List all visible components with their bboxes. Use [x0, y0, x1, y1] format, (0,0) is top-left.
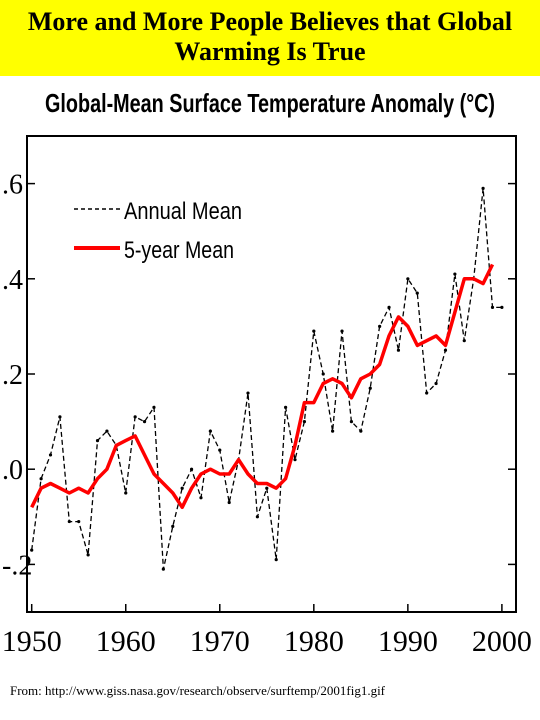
- x-tick-label: 1970: [190, 625, 250, 658]
- source-citation: From: http://www.giss.nasa.gov/research/…: [10, 683, 386, 698]
- y-tick-label: .2: [2, 360, 23, 391]
- x-tick-label: 2000: [472, 625, 532, 658]
- annual-mean-point: [133, 415, 137, 419]
- annual-mean-point: [443, 348, 448, 352]
- annual-mean-point: [255, 515, 259, 519]
- annual-mean-point: [387, 305, 391, 309]
- annual-mean-point: [189, 467, 194, 471]
- annual-mean-point: [284, 405, 288, 409]
- annual-mean-point: [171, 524, 175, 528]
- annual-mean-point: [406, 277, 410, 281]
- plot-frame: [26, 135, 517, 613]
- annual-mean-point: [161, 567, 165, 571]
- annual-mean-point: [180, 486, 184, 490]
- x-tick-label: 1990: [378, 625, 438, 658]
- x-tick-label: 1980: [284, 625, 344, 658]
- x-tick-label: 1960: [96, 625, 156, 658]
- annual-mean-point: [199, 496, 203, 500]
- annual-mean-point: [124, 491, 128, 495]
- annual-mean-point: [312, 329, 316, 333]
- annual-mean-point: [331, 429, 335, 433]
- annual-mean-point: [396, 348, 401, 352]
- series-line-annual-mean: [31, 188, 502, 570]
- y-tick-label: .6: [2, 170, 23, 201]
- slide-title-line2: Warming Is True: [174, 37, 366, 66]
- annual-mean-point: [340, 329, 344, 333]
- annual-mean-point: [77, 519, 81, 524]
- annual-mean-point: [208, 429, 212, 433]
- chart-title: Global-Mean Surface Temperature Anomaly …: [45, 88, 495, 118]
- annual-mean-point: [39, 477, 43, 481]
- annual-mean-point: [359, 429, 363, 433]
- annual-mean-point: [349, 420, 354, 424]
- annual-mean-point: [481, 186, 485, 190]
- annual-mean-point: [293, 458, 297, 462]
- y-tick-label: .4: [2, 265, 23, 296]
- annual-mean-point: [321, 372, 325, 376]
- annual-mean-point: [246, 391, 250, 395]
- annual-mean-point: [500, 305, 504, 309]
- annual-mean-point: [434, 381, 438, 386]
- annual-mean-point: [368, 386, 372, 390]
- slide-title-banner: More and More People Believes that Globa…: [0, 0, 540, 76]
- annual-mean-point: [378, 324, 382, 328]
- annual-mean-point: [302, 420, 307, 424]
- annual-mean-point: [67, 519, 71, 524]
- annual-mean-point: [227, 500, 231, 505]
- y-tick-label: -.2: [2, 550, 32, 581]
- annual-mean-point: [265, 486, 269, 490]
- annual-mean-point: [105, 429, 109, 433]
- annual-mean-point: [453, 272, 457, 276]
- legend-5-year-mean-label: 5-year Mean: [124, 237, 234, 264]
- annual-mean-point: [142, 420, 147, 424]
- annual-mean-point: [86, 553, 90, 557]
- annual-mean-point: [95, 439, 100, 443]
- annual-mean-point: [425, 391, 429, 395]
- annual-mean-point: [58, 415, 62, 419]
- y-tick-label: .0: [2, 455, 23, 486]
- annual-mean-point: [274, 558, 278, 562]
- slide-title-line1: More and More People Believes that Globa…: [27, 7, 513, 36]
- annual-mean-point: [490, 305, 495, 309]
- legend: Annual Mean 5-year Mean: [74, 198, 242, 264]
- annual-mean-point: [152, 405, 156, 409]
- annual-mean-point: [415, 291, 419, 295]
- annual-mean-point: [218, 448, 222, 452]
- legend-annual-mean-label: Annual Mean: [124, 198, 242, 225]
- annual-mean-point: [462, 339, 466, 343]
- annual-mean-point: [30, 548, 34, 552]
- series-line-5-year-mean: [30, 263, 495, 510]
- x-tick-label: 1950: [2, 625, 62, 658]
- annual-mean-point: [48, 453, 53, 457]
